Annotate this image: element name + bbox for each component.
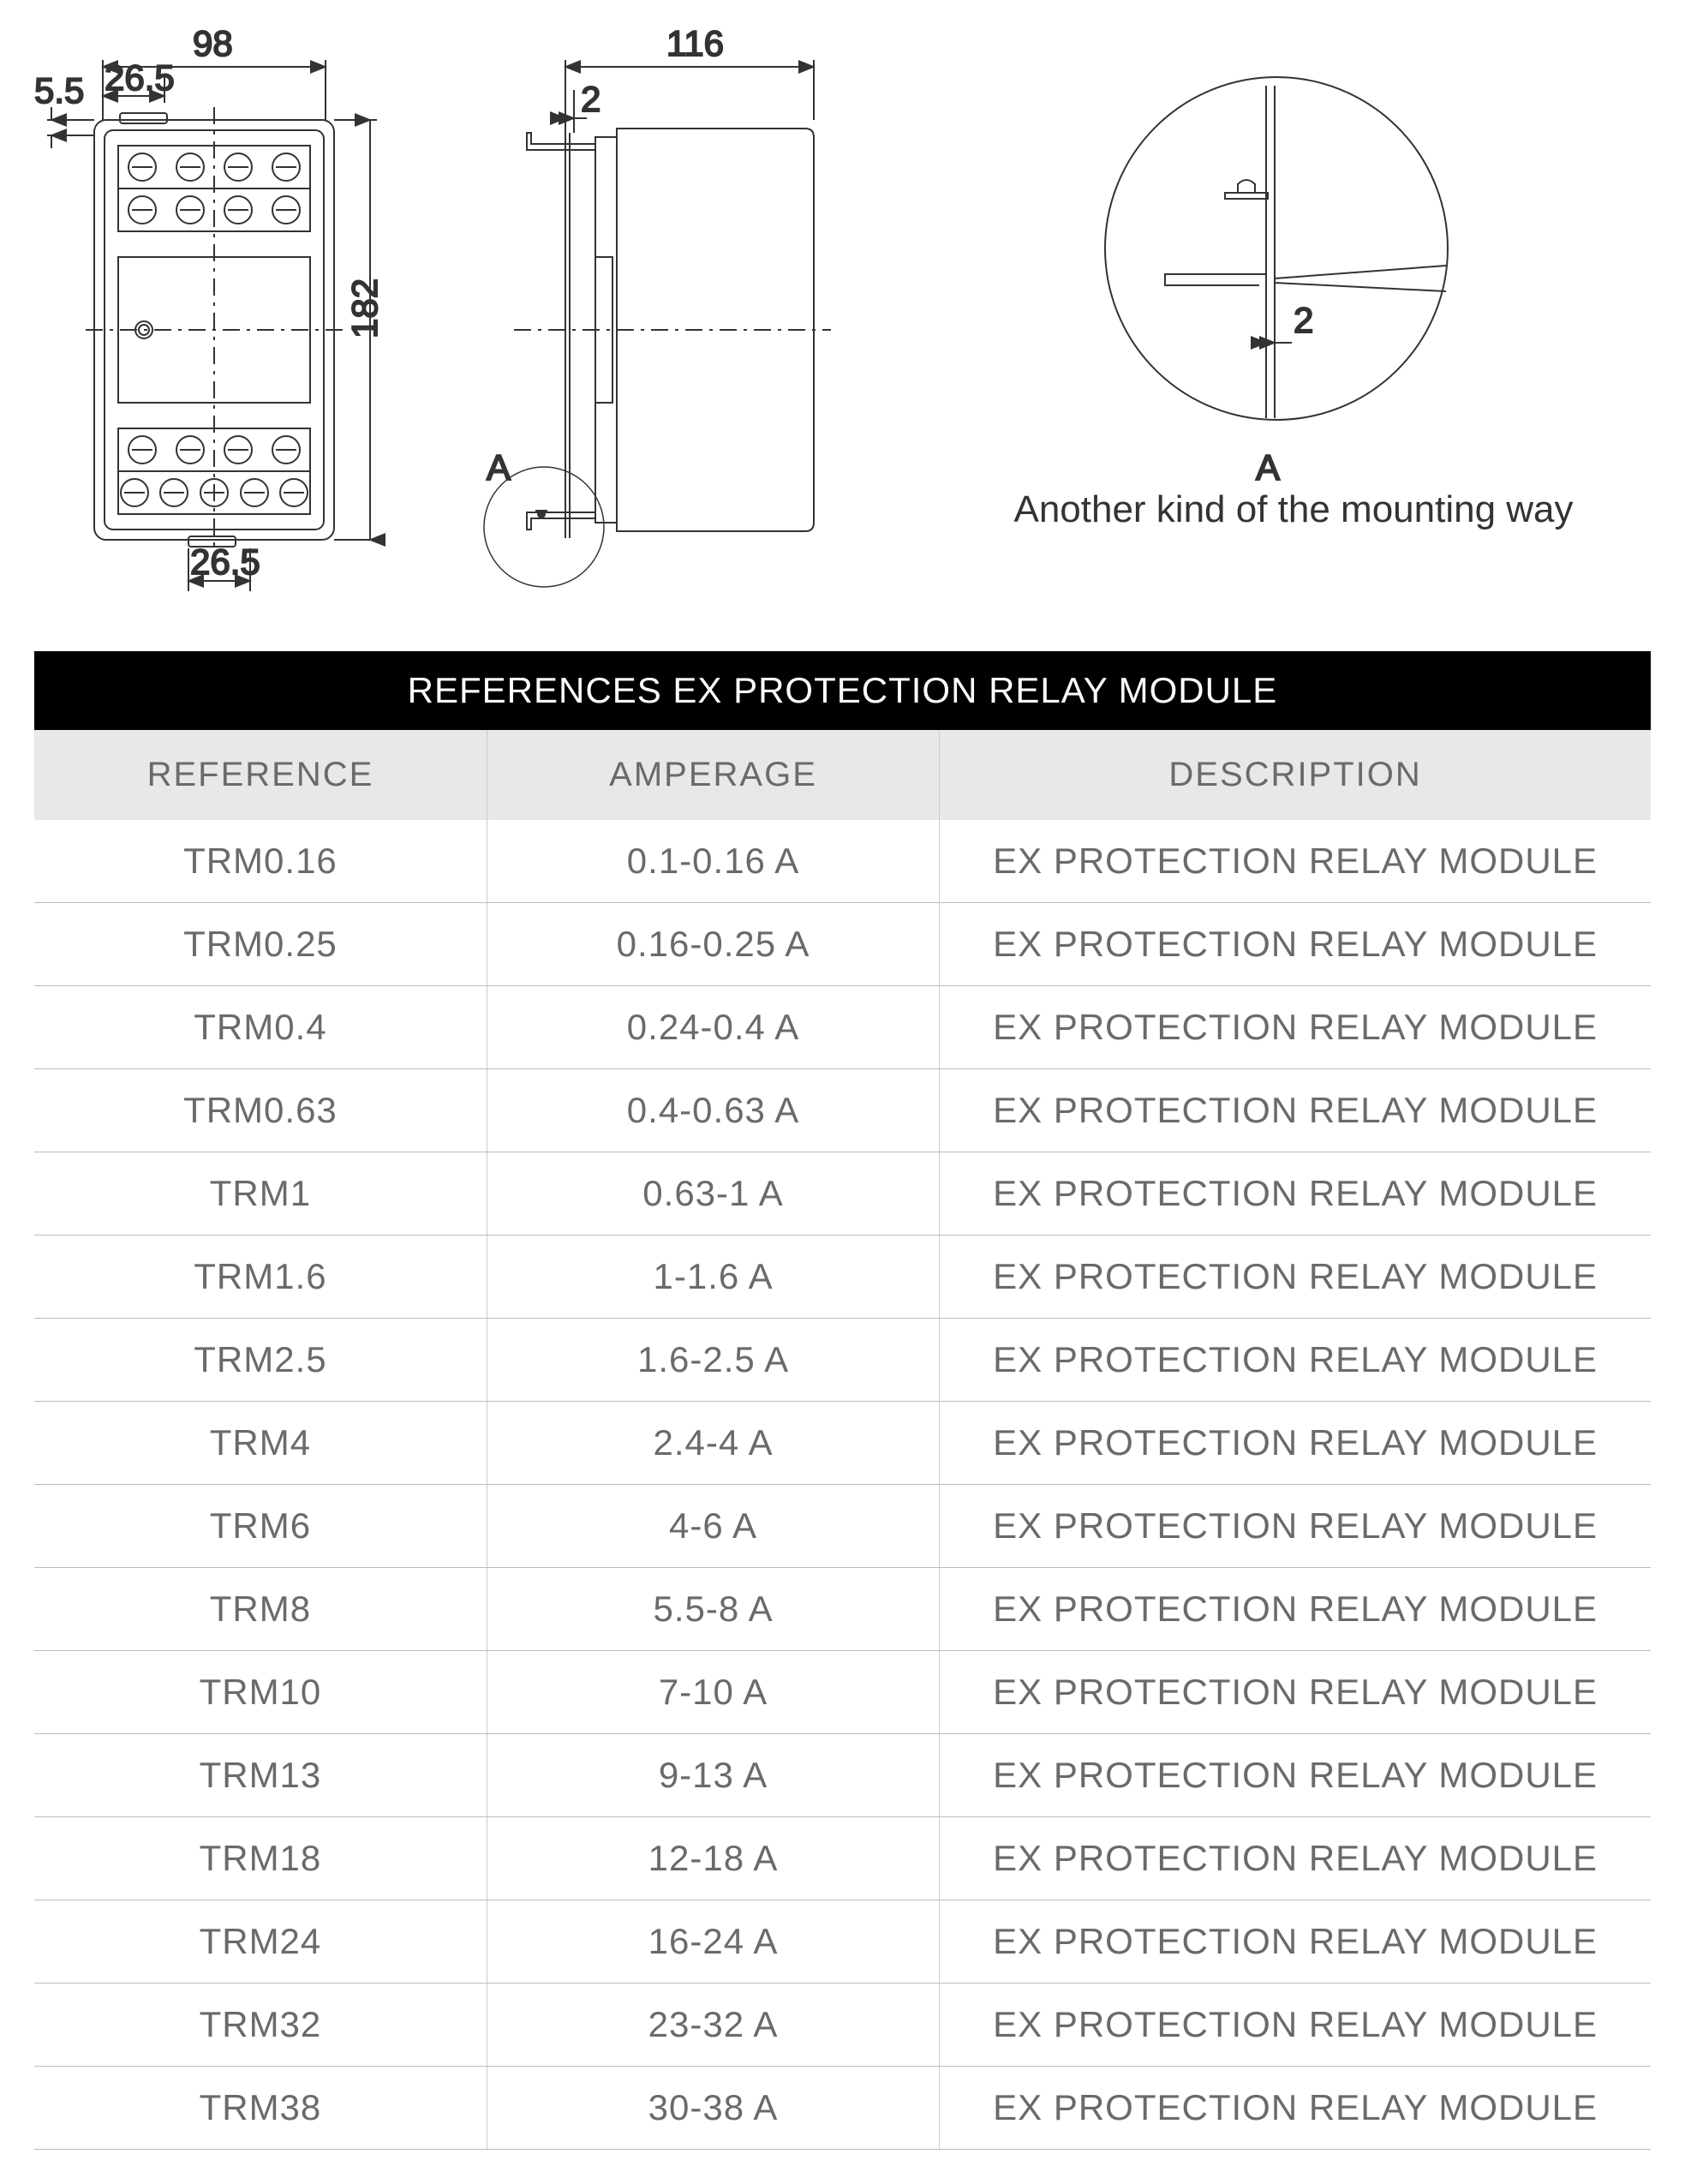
- technical-drawing-area: 98 5.5 26.5: [34, 17, 1651, 617]
- cell-reference: TRM13: [34, 1734, 487, 1817]
- cell-reference: TRM18: [34, 1817, 487, 1900]
- cell-amperage: 0.63-1 A: [487, 1152, 939, 1236]
- cell-description: EX PROTECTION RELAY MODULE: [940, 1485, 1651, 1568]
- dim-26-5-bottom: 26.5: [190, 542, 260, 582]
- cell-amperage: 12-18 A: [487, 1817, 939, 1900]
- cell-description: EX PROTECTION RELAY MODULE: [940, 1900, 1651, 1984]
- cell-reference: TRM0.16: [34, 820, 487, 903]
- table-row: TRM0.160.1-0.16 AEX PROTECTION RELAY MOD…: [34, 820, 1651, 903]
- cell-amperage: 9-13 A: [487, 1734, 939, 1817]
- cell-description: EX PROTECTION RELAY MODULE: [940, 903, 1651, 986]
- cell-amperage: 5.5-8 A: [487, 1568, 939, 1651]
- cell-amperage: 0.24-0.4 A: [487, 986, 939, 1069]
- cell-description: EX PROTECTION RELAY MODULE: [940, 1152, 1651, 1236]
- cell-reference: TRM32: [34, 1984, 487, 2067]
- cell-reference: TRM10: [34, 1651, 487, 1734]
- cell-reference: TRM4: [34, 1402, 487, 1485]
- cell-amperage: 16-24 A: [487, 1900, 939, 1984]
- col-description: DESCRIPTION: [940, 730, 1651, 820]
- cell-reference: TRM6: [34, 1485, 487, 1568]
- cell-reference: TRM0.4: [34, 986, 487, 1069]
- table-row: TRM10.63-1 AEX PROTECTION RELAY MODULE: [34, 1152, 1651, 1236]
- table-body: TRM0.160.1-0.16 AEX PROTECTION RELAY MOD…: [34, 820, 1651, 2150]
- cell-reference: TRM2.5: [34, 1319, 487, 1402]
- cell-description: EX PROTECTION RELAY MODULE: [940, 1319, 1651, 1402]
- cell-description: EX PROTECTION RELAY MODULE: [940, 986, 1651, 1069]
- dim-116: 116: [666, 23, 724, 63]
- cell-description: EX PROTECTION RELAY MODULE: [940, 1734, 1651, 1817]
- col-amperage: AMPERAGE: [487, 730, 939, 820]
- cell-amperage: 7-10 A: [487, 1651, 939, 1734]
- cell-description: EX PROTECTION RELAY MODULE: [940, 1984, 1651, 2067]
- cell-amperage: 1.6-2.5 A: [487, 1319, 939, 1402]
- detail-label-A: A: [1256, 447, 1280, 488]
- detail-caption: Another kind of the mounting way: [977, 488, 1610, 531]
- detail-dim-2: 2: [1294, 300, 1313, 340]
- dim-98: 98: [193, 23, 233, 63]
- table-row: TRM1812-18 AEX PROTECTION RELAY MODULE: [34, 1817, 1651, 1900]
- table-row: TRM3223-32 AEX PROTECTION RELAY MODULE: [34, 1984, 1651, 2067]
- table-row: TRM0.630.4-0.63 AEX PROTECTION RELAY MOD…: [34, 1069, 1651, 1152]
- table-row: TRM1.61-1.6 AEX PROTECTION RELAY MODULE: [34, 1236, 1651, 1319]
- table-header-row: REFERENCE AMPERAGE DESCRIPTION: [34, 730, 1651, 820]
- table-row: TRM3830-38 AEX PROTECTION RELAY MODULE: [34, 2067, 1651, 2150]
- cell-amperage: 23-32 A: [487, 1984, 939, 2067]
- cell-reference: TRM8: [34, 1568, 487, 1651]
- table-row: TRM0.40.24-0.4 AEX PROTECTION RELAY MODU…: [34, 986, 1651, 1069]
- table-title: REFERENCES EX PROTECTION RELAY MODULE: [34, 651, 1651, 730]
- references-table: REFERENCE AMPERAGE DESCRIPTION TRM0.160.…: [34, 730, 1651, 2150]
- cell-amperage: 2.4-4 A: [487, 1402, 939, 1485]
- cell-reference: TRM0.63: [34, 1069, 487, 1152]
- cell-amperage: 4-6 A: [487, 1485, 939, 1568]
- cell-reference: TRM0.25: [34, 903, 487, 986]
- cell-description: EX PROTECTION RELAY MODULE: [940, 1817, 1651, 1900]
- col-reference: REFERENCE: [34, 730, 487, 820]
- cell-amperage: 1-1.6 A: [487, 1236, 939, 1319]
- cell-amperage: 0.1-0.16 A: [487, 820, 939, 903]
- table-row: TRM42.4-4 AEX PROTECTION RELAY MODULE: [34, 1402, 1651, 1485]
- cell-reference: TRM24: [34, 1900, 487, 1984]
- cell-description: EX PROTECTION RELAY MODULE: [940, 1069, 1651, 1152]
- table-row: TRM139-13 AEX PROTECTION RELAY MODULE: [34, 1734, 1651, 1817]
- cell-description: EX PROTECTION RELAY MODULE: [940, 1236, 1651, 1319]
- cell-description: EX PROTECTION RELAY MODULE: [940, 1651, 1651, 1734]
- cell-description: EX PROTECTION RELAY MODULE: [940, 2067, 1651, 2150]
- dim-182: 182: [344, 278, 385, 338]
- cell-amperage: 0.4-0.63 A: [487, 1069, 939, 1152]
- table-row: TRM85.5-8 AEX PROTECTION RELAY MODULE: [34, 1568, 1651, 1651]
- dim-26-5-top: 26.5: [105, 57, 175, 98]
- table-row: TRM2.51.6-2.5 AEX PROTECTION RELAY MODUL…: [34, 1319, 1651, 1402]
- cell-description: EX PROTECTION RELAY MODULE: [940, 1568, 1651, 1651]
- table-row: TRM64-6 AEX PROTECTION RELAY MODULE: [34, 1485, 1651, 1568]
- cell-description: EX PROTECTION RELAY MODULE: [940, 820, 1651, 903]
- cell-reference: TRM1: [34, 1152, 487, 1236]
- cell-description: EX PROTECTION RELAY MODULE: [940, 1402, 1651, 1485]
- table-row: TRM107-10 AEX PROTECTION RELAY MODULE: [34, 1651, 1651, 1734]
- table-row: TRM2416-24 AEX PROTECTION RELAY MODULE: [34, 1900, 1651, 1984]
- cell-reference: TRM1.6: [34, 1236, 487, 1319]
- table-row: TRM0.250.16-0.25 AEX PROTECTION RELAY MO…: [34, 903, 1651, 986]
- cell-amperage: 0.16-0.25 A: [487, 903, 939, 986]
- cell-amperage: 30-38 A: [487, 2067, 939, 2150]
- dim-2: 2: [581, 79, 601, 119]
- cell-reference: TRM38: [34, 2067, 487, 2150]
- side-label-A: A: [487, 447, 511, 488]
- dim-5-5: 5.5: [34, 70, 84, 111]
